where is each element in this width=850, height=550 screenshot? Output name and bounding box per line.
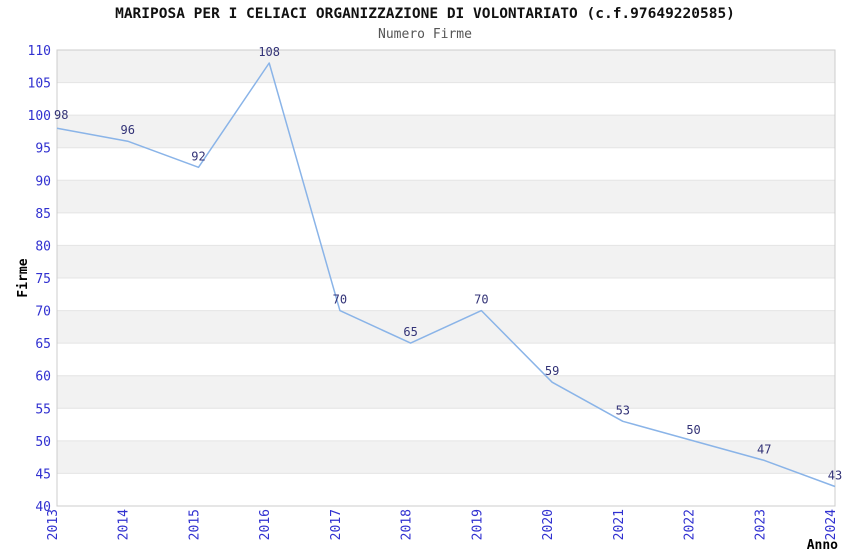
plot-band: [57, 440, 835, 474]
x-tick-label: 2024: [824, 509, 839, 540]
data-line: [56, 62, 836, 488]
plot-band: [57, 180, 835, 213]
chart-subtitle: Numero Firme: [378, 27, 472, 42]
y-tick-label: 75: [35, 272, 51, 287]
y-tick-label: 55: [35, 402, 51, 417]
data-point-label: 43: [828, 468, 842, 482]
x-tick-label: 2019: [470, 509, 485, 540]
data-point-label: 108: [258, 45, 280, 59]
plot-band: [57, 245, 835, 278]
x-axis-title: Anno: [807, 538, 838, 550]
y-tick-label: 85: [35, 207, 51, 222]
y-tick-label: 80: [35, 239, 51, 254]
y-tick-label: 60: [35, 370, 51, 385]
data-point-label: 96: [121, 123, 135, 137]
data-point-label: 65: [403, 325, 417, 339]
data-point-label: 50: [686, 423, 700, 437]
x-tick-label: 2014: [117, 509, 132, 540]
plot-band: [57, 50, 835, 83]
y-tick-label: 105: [28, 77, 51, 92]
y-axis-title: Firme: [16, 258, 31, 297]
x-tick-label: 2023: [753, 509, 768, 540]
y-tick-label: 100: [28, 109, 51, 124]
y-tick-label: 50: [35, 435, 51, 450]
x-tick-label: 2017: [329, 509, 344, 540]
y-tick-label: 95: [35, 142, 51, 157]
y-tick-label: 40: [35, 500, 51, 515]
plot-border: [56, 49, 836, 507]
y-tick-label: 70: [35, 305, 51, 320]
data-point-label: 70: [474, 293, 488, 307]
data-point-label: 59: [545, 364, 559, 378]
x-tick-label: 2015: [187, 509, 202, 540]
x-tick-label: 2022: [683, 509, 698, 540]
data-point-label: 92: [191, 149, 205, 163]
y-tick-label: 90: [35, 174, 51, 189]
plot-band: [57, 375, 835, 409]
data-point-label: 70: [333, 293, 347, 307]
y-tick-label: 45: [35, 467, 51, 482]
data-point-label: 98: [54, 108, 68, 122]
data-point-label: 53: [616, 403, 630, 417]
x-tick-label: 2021: [612, 509, 627, 540]
y-tick-label: 110: [28, 44, 51, 59]
plot-band: [57, 115, 835, 148]
data-point-label: 47: [757, 442, 771, 456]
x-tick-label: 2020: [541, 509, 556, 540]
x-tick-label: 2013: [46, 509, 61, 540]
x-tick-label: 2016: [258, 509, 273, 540]
y-tick-label: 65: [35, 337, 51, 352]
chart-title: MARIPOSA PER I CELIACI ORGANIZZAZIONE DI…: [115, 6, 735, 22]
x-tick-label: 2018: [400, 509, 415, 540]
